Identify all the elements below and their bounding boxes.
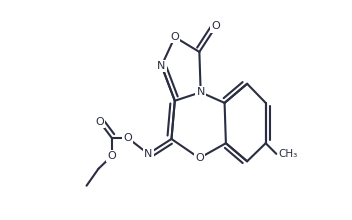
Text: N: N: [144, 149, 152, 159]
Text: O: O: [95, 117, 104, 127]
Text: O: O: [212, 21, 220, 31]
Text: O: O: [107, 151, 116, 161]
Text: O: O: [170, 32, 179, 42]
Text: N: N: [157, 61, 166, 71]
Text: CH₃: CH₃: [279, 149, 298, 159]
Text: N: N: [196, 87, 205, 97]
Text: O: O: [195, 153, 204, 163]
Text: O: O: [123, 133, 132, 143]
